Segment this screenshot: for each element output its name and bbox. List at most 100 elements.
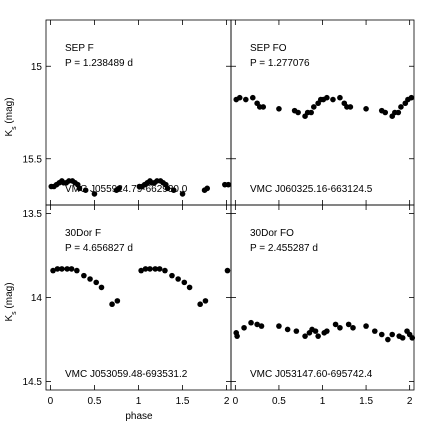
data-point [109,301,115,308]
period-label: P = 1.238489 d [65,58,133,69]
data-point [87,276,93,282]
period-label: P = 4.656827 d [65,243,133,254]
data-point [350,324,356,331]
star-id-label: VMC J053147.60-695742.4 [250,369,373,380]
x-tick-label: 0 [233,396,239,407]
data-point [243,96,249,103]
data-point [260,104,267,110]
data-point [54,266,61,272]
y-tick-label: 13.5 [23,209,43,220]
y-tick-label: 15.5 [23,154,43,165]
data-point [225,181,232,188]
data-point [224,267,231,274]
data-point [93,279,100,286]
data-point [363,323,369,329]
data-point [138,267,144,274]
y-tick-label: 14.5 [23,377,43,388]
data-point [162,267,168,274]
data-point [156,266,163,272]
x-tick-label: 1 [136,396,142,407]
star-id-label: VMC J060325.16-663124.5 [250,184,373,195]
data-point [169,272,175,279]
data-point [91,191,98,197]
data-point [408,94,415,101]
data-point [74,267,80,274]
panel-1: 15 15.5 SEP F P = 1.238489 d VMC J055924.79-… [23,19,232,206]
data-point [409,335,416,341]
data-point [276,106,282,112]
data-point [147,266,153,272]
data-point [152,266,159,272]
data-point [293,328,300,334]
y-tick-label: 15 [31,62,43,73]
panel-4: 0 0.5 1 1.5 2 30Dor FO P = 2.455287 d VMC J0531… [230,204,416,407]
data-point [395,109,402,116]
data-point [76,185,83,192]
data-point [59,266,65,272]
star-id-label: VMC J055924.79-662930.0 [65,184,188,195]
data-point [254,321,260,328]
y-tick-label: 14 [31,293,43,304]
panel-label: 30Dor FO [250,228,294,239]
data-point [398,104,404,110]
data-point [164,185,171,192]
star-id-label: VMC J053059.48-693531.2 [65,369,188,380]
panel-label: SEP FO [250,43,287,54]
y-axis-label-top: Ks (mag) [4,97,18,136]
data-point [241,324,247,331]
data-point [170,187,177,193]
data-point [302,333,308,339]
period-label: P = 2.455287 d [250,243,318,254]
data-point [332,321,339,328]
y-axis-label-bottom: Ks (mag) [4,282,18,321]
data-point [202,298,209,304]
data-point [98,284,105,291]
data-point [258,323,265,329]
x-tick-label: 1.5 [359,396,373,407]
panel-2: SEP FO P = 1.277076 VMC J060325.16-663124.… [230,19,415,206]
data-point [236,94,243,101]
data-point [330,96,336,103]
x-tick-label: 1.5 [176,396,190,407]
x-tick-label: 0.5 [272,396,286,407]
data-point [324,328,330,334]
x-tick-label: 2 [407,396,413,407]
data-point [234,333,240,339]
data-point [181,279,188,286]
panel-label: 30Dor F [65,228,101,239]
x-tick-label: 0.5 [87,396,101,407]
panel-3: 13.5 14 14.5 0 0.5 1 1.5 2 30Dor F P = 4.656827 d… [23,204,232,407]
data-point [378,331,385,338]
x-tick-label: 1 [320,396,326,407]
data-point [312,328,319,334]
data-point [64,266,70,272]
data-point [186,284,193,291]
data-point [116,185,122,192]
data-point [114,298,121,304]
data-point [81,272,87,279]
data-point [175,276,181,282]
data-point [315,333,321,339]
data-point [337,94,343,101]
data-point [82,187,89,193]
data-point [276,323,282,329]
data-point [337,324,343,331]
x-tick-label: 2 [224,396,230,407]
data-point [345,321,352,328]
data-point [197,301,203,308]
data-point [310,104,317,110]
data-point [248,319,254,326]
period-label: P = 1.277076 [250,58,310,69]
data-point [142,266,149,272]
data-point [204,185,211,192]
x-tick-label: 0 [48,396,54,407]
panel-label: SEP F [65,43,94,54]
data-point [249,94,256,101]
data-point [324,94,330,101]
data-point [399,335,406,341]
data-point [389,331,396,338]
data-point [284,326,291,333]
data-point [308,109,314,116]
data-point [179,191,186,197]
